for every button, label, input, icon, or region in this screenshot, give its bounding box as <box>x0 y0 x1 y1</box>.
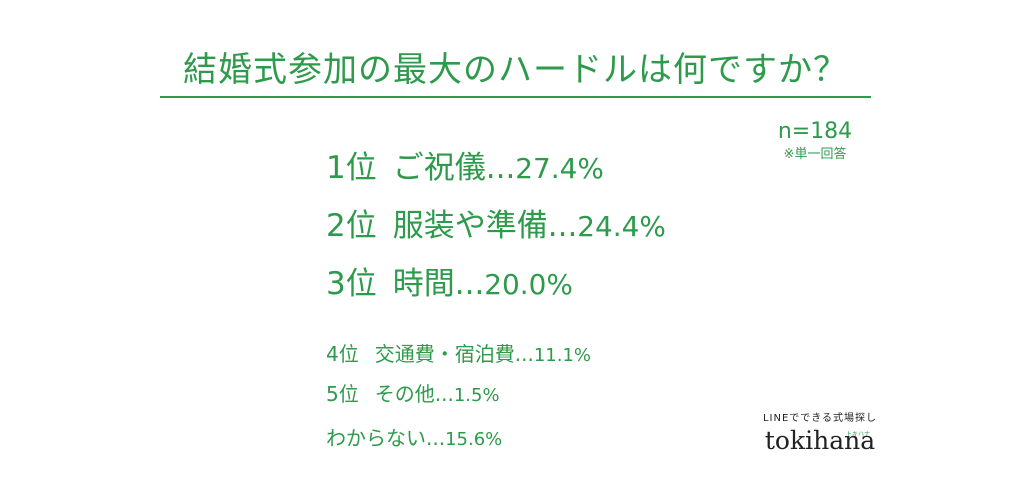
rank-value: 1.5% <box>453 385 500 406</box>
brand-block: LINEでできる式場探し tokihana トキハナ <box>760 412 880 456</box>
brand-tagline: LINEでできる式場探し <box>762 413 878 424</box>
rank-label: わからない <box>326 426 426 450</box>
rank-value: 24.4% <box>577 210 666 243</box>
rank-separator: ... <box>514 342 534 366</box>
rank-position: 1位 <box>326 150 377 186</box>
rank-separator: ... <box>426 426 446 450</box>
rank-label: 服装や準備 <box>392 208 548 244</box>
rank-item-1: 1位 ご祝儀...27.4% <box>326 148 604 189</box>
brand-logo: tokihana トキハナ <box>760 426 880 456</box>
brand-logo-kana: トキハナ <box>845 431 870 438</box>
sample-size: n=184 <box>777 119 853 144</box>
sample-info: n=184 ※単一回答 <box>760 118 870 164</box>
brand-logo-text: tokihana <box>764 426 876 455</box>
rank-separator: ... <box>547 208 578 244</box>
rank-label: ご祝儀 <box>392 150 486 186</box>
rank-label: 交通費・宿泊費 <box>374 342 515 366</box>
answer-note: ※単一回答 <box>783 147 847 162</box>
rank-value: 20.0% <box>484 268 573 301</box>
rank-separator: ... <box>485 150 516 186</box>
rank-position: 4位 <box>326 342 359 366</box>
title-underline <box>160 96 871 98</box>
rank-value: 27.4% <box>515 152 604 185</box>
rank-item-3: 3位 時間...20.0% <box>326 264 573 305</box>
rank-label: その他 <box>374 382 435 406</box>
rank-item-4: 4位 交通費・宿泊費...11.1% <box>326 340 591 370</box>
rank-item-6: わからない...15.6% <box>326 424 502 454</box>
rank-position: 5位 <box>326 382 359 406</box>
rank-position: 3位 <box>326 266 377 302</box>
rank-item-5: 5位 その他...1.5% <box>326 380 500 410</box>
rank-separator: ... <box>434 382 454 406</box>
survey-title: 結婚式参加の最大のハードルは何ですか？ <box>183 50 848 90</box>
rank-value: 15.6% <box>445 429 503 450</box>
rank-position: 2位 <box>326 208 377 244</box>
title-underline-bar <box>160 96 871 98</box>
rank-item-2: 2位 服装や準備...24.4% <box>326 206 666 247</box>
rank-value: 11.1% <box>533 345 591 366</box>
rank-separator: ... <box>454 266 485 302</box>
rank-label: 時間 <box>392 266 455 302</box>
